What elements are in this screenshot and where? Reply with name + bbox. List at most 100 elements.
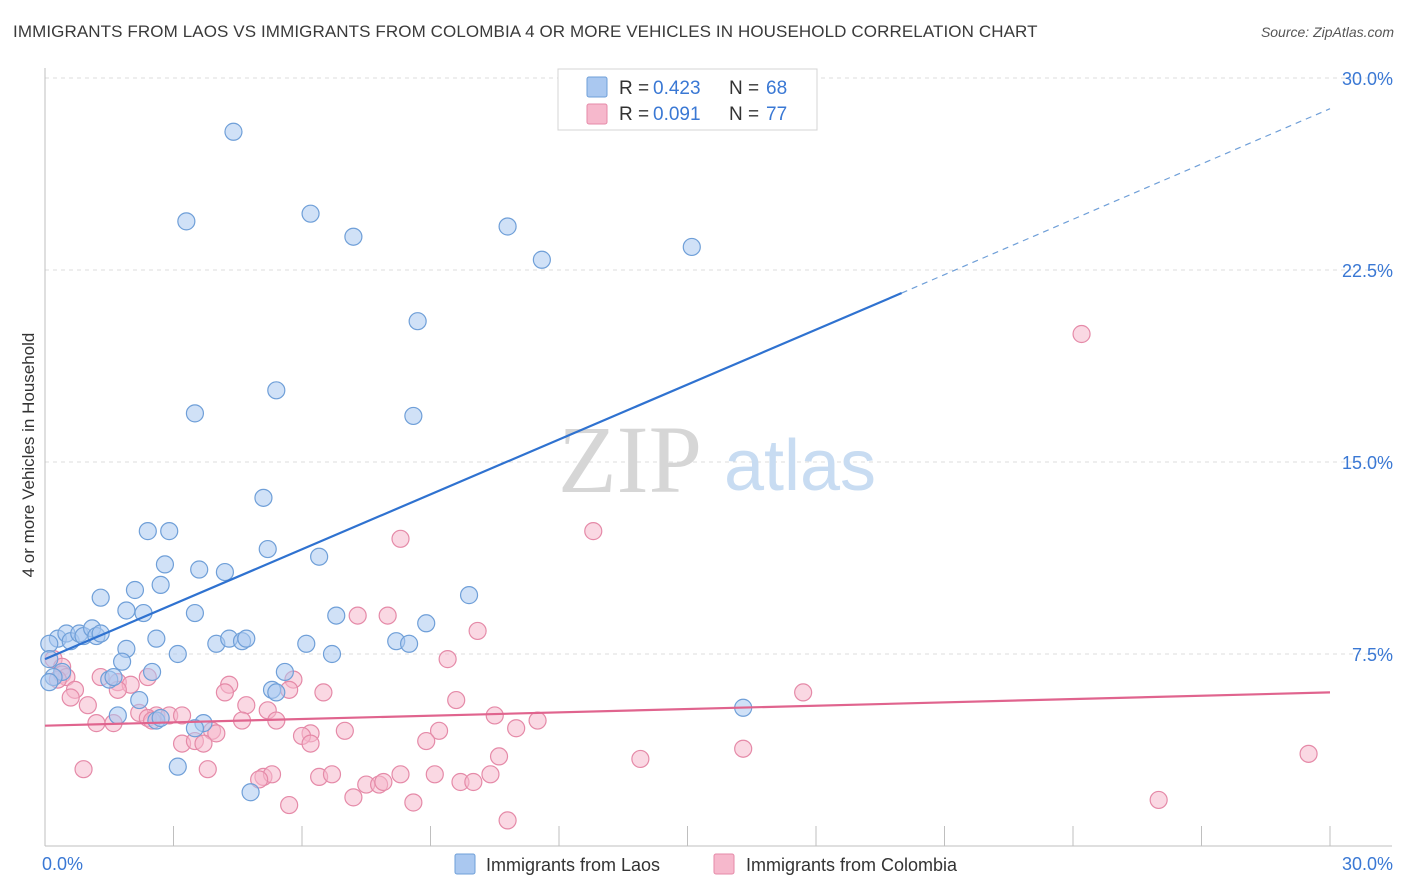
y-axis-label: 4 or more Vehicles in Household (19, 333, 38, 578)
point-laos-2 (301, 204, 320, 223)
legend-swatch-laos (586, 76, 608, 98)
point-laos-43 (399, 634, 419, 653)
point-laos-6 (682, 237, 701, 257)
point-laos-49 (40, 650, 59, 669)
legend-n-value-colombia: 77 (766, 104, 787, 125)
point-colombia-64 (391, 765, 410, 784)
x-tick-label-0: 0.0% (42, 854, 83, 874)
point-colombia-3 (378, 606, 397, 625)
point-colombia-52 (301, 734, 320, 753)
point-laos-21 (459, 586, 479, 605)
point-colombia-75 (498, 811, 517, 830)
bottom-legend-label-colombia: Immigrants from Colombia (746, 855, 958, 875)
point-laos-1 (177, 212, 196, 231)
point-laos-27 (417, 614, 436, 633)
point-laos-11 (254, 488, 273, 507)
point-laos-59 (130, 690, 149, 710)
point-laos-47 (322, 644, 342, 664)
point-colombia-76 (1149, 790, 1168, 810)
legend-n-label-laos: N = (729, 78, 759, 99)
point-colombia-72 (344, 788, 363, 807)
trendline-laos-extension (901, 108, 1331, 294)
point-laos-36 (147, 629, 166, 648)
legend-n-value-laos: 68 (766, 78, 787, 99)
point-colombia-5 (468, 621, 487, 641)
stats-legend: R = 0.423 N = 68 R = 0.091 N = 77 (557, 68, 818, 131)
legend-r-value-laos: 0.423 (653, 78, 701, 99)
point-laos-54 (104, 667, 123, 687)
point-laos-15 (310, 547, 329, 566)
y-tick-label-0: 7.5% (1352, 645, 1393, 665)
point-laos-23 (117, 601, 136, 620)
point-colombia-40 (528, 711, 547, 730)
point-colombia-26 (78, 696, 97, 715)
point-colombia-65 (425, 765, 444, 784)
point-colombia-33 (485, 706, 504, 725)
point-laos-40 (237, 629, 256, 648)
x-tick-label-1: 30.0% (1342, 854, 1393, 874)
point-colombia-61 (250, 770, 269, 789)
point-laos-8 (267, 381, 286, 400)
point-colombia-24 (61, 688, 80, 707)
watermark-zip: ZIP (558, 406, 702, 513)
point-colombia-2 (391, 529, 410, 548)
y-tick-label-2: 22.5% (1342, 261, 1393, 281)
point-colombia-23 (794, 683, 813, 702)
point-laos-13 (160, 522, 179, 541)
point-colombia-27 (237, 696, 256, 715)
point-colombia-6 (438, 650, 457, 669)
point-laos-3 (344, 227, 363, 246)
point-laos-12 (138, 522, 157, 541)
legend-r-label-laos: R = (619, 78, 649, 99)
point-laos-26 (327, 606, 346, 625)
point-colombia-53 (734, 739, 753, 758)
point-laos-9 (185, 404, 205, 423)
point-colombia-71 (481, 765, 500, 784)
point-laos-65 (168, 757, 187, 776)
point-colombia-32 (172, 706, 192, 725)
point-laos-58 (267, 683, 286, 702)
point-colombia-70 (464, 772, 483, 792)
y-tick-label-3: 30.0% (1342, 69, 1393, 89)
point-laos-14 (258, 539, 277, 559)
source-credit: Source: ZipAtlas.com (1260, 24, 1394, 40)
point-laos-20 (125, 580, 145, 600)
point-laos-52 (275, 662, 294, 682)
point-laos-16 (155, 555, 175, 574)
legend-r-value-colombia: 0.091 (653, 104, 701, 125)
trendline-colombia (44, 691, 1331, 727)
point-laos-22 (91, 588, 110, 607)
point-laos-17 (190, 560, 209, 579)
point-colombia-48 (417, 731, 436, 751)
point-colombia-21 (314, 683, 333, 702)
point-colombia-54 (489, 747, 509, 766)
point-laos-19 (151, 575, 170, 594)
point-laos-66 (241, 783, 260, 802)
point-colombia-44 (207, 724, 226, 743)
point-colombia-51 (194, 734, 213, 753)
point-laos-61 (108, 706, 127, 725)
point-colombia-74 (280, 795, 299, 815)
point-colombia-56 (1299, 744, 1318, 763)
point-laos-67 (151, 708, 170, 728)
point-colombia-73 (404, 793, 423, 812)
bottom-legend-swatch-colombia (713, 853, 735, 875)
series-legend: Immigrants from Laos Immigrants from Col… (454, 853, 958, 875)
point-laos-7 (408, 312, 427, 331)
point-laos-25 (185, 603, 205, 623)
point-laos-4 (498, 217, 517, 236)
chart-title: IMMIGRANTS FROM LAOS VS IMMIGRANTS FROM … (13, 22, 1038, 41)
bottom-legend-swatch-laos (454, 853, 476, 875)
point-colombia-42 (335, 721, 354, 740)
watermark-atlas: atlas (724, 426, 876, 506)
point-laos-18 (215, 562, 234, 582)
bottom-legend-label-laos: Immigrants from Laos (486, 855, 660, 875)
legend-n-label-colombia: N = (729, 104, 759, 125)
point-colombia-1 (584, 522, 603, 541)
trendline-laos (44, 292, 903, 661)
point-colombia-47 (429, 721, 449, 740)
point-colombia-68 (374, 772, 393, 792)
point-colombia-25 (447, 690, 466, 710)
point-colombia-55 (631, 749, 650, 769)
